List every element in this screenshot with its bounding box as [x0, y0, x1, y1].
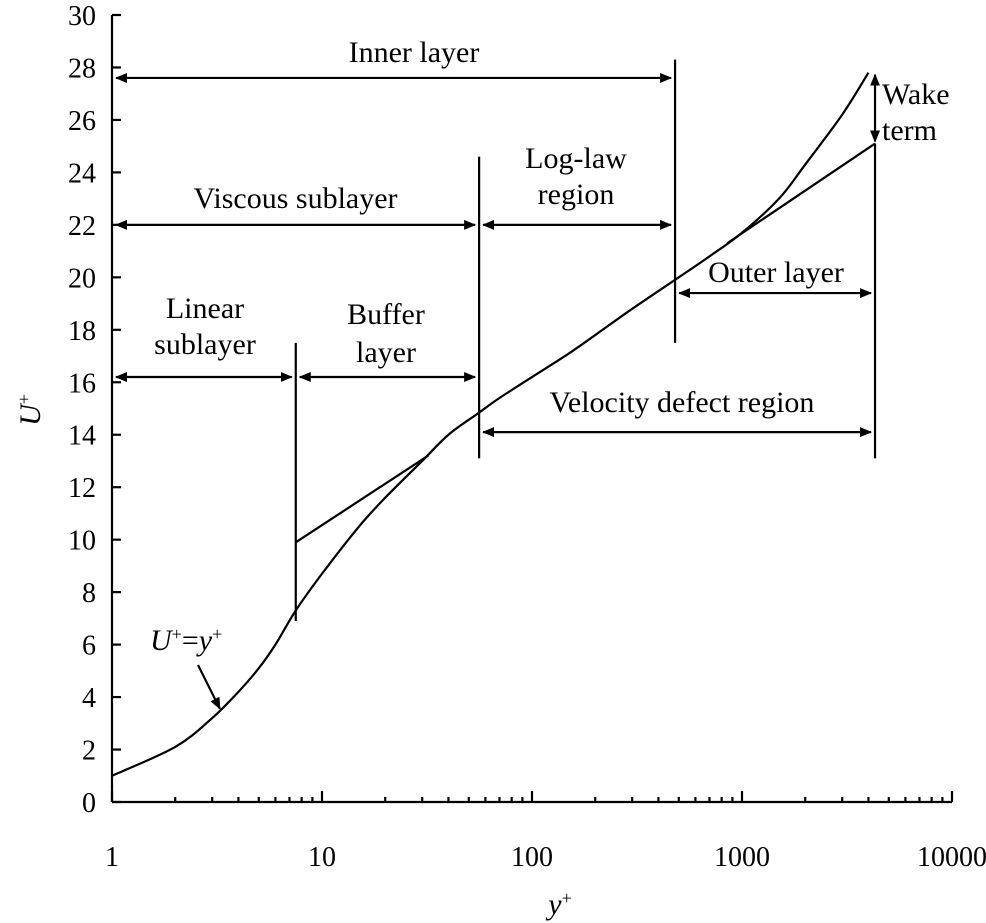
inner-layer-label: Inner layer — [349, 36, 480, 69]
y-tick-label: 28 — [68, 53, 96, 84]
viscous-sublayer-label: Viscous sublayer — [194, 182, 398, 215]
log-law-region-label-line2: region — [538, 178, 615, 211]
x-tick-label: 1000 — [714, 842, 770, 873]
region-arrows — [115, 72, 881, 438]
y-tick-label: 26 — [68, 106, 96, 137]
series-line-velocity-profile — [111, 72, 870, 777]
curve-equation-annotation: U+=y+ — [150, 624, 222, 710]
x-tick-label: 100 — [511, 842, 553, 873]
y-tick-label: 2 — [82, 736, 96, 767]
x-tick-label: 10000 — [917, 842, 986, 873]
region-dividers — [294, 59, 877, 621]
curve-equation-label: U+=y+ — [150, 624, 222, 657]
x-axis-ticks: 1 10 100 1000 10000 — [105, 791, 986, 873]
velocity-defect-region-label: Velocity defect region — [550, 386, 815, 419]
curve-equation-arrow — [197, 664, 221, 710]
y-tick-label: 6 — [82, 631, 96, 662]
linear-sublayer-label-line1: Linear — [166, 292, 244, 325]
y-tick-label: 4 — [82, 683, 96, 714]
region-labels: Inner layer Viscous sublayer Log-law reg… — [154, 36, 949, 419]
x-tick-label: 1 — [105, 842, 119, 873]
y-tick-label: 16 — [68, 368, 96, 399]
outer-layer-label: Outer layer — [708, 256, 844, 289]
y-tick-label: 14 — [68, 421, 96, 452]
y-axis-title: U+ — [14, 394, 47, 426]
y-tick-label: 30 — [68, 1, 96, 32]
series-group — [111, 72, 876, 777]
y-tick-label: 18 — [68, 316, 96, 347]
series-line-log-law-line-inner — [295, 454, 429, 544]
buffer-layer-label-line1: Buffer — [347, 298, 425, 331]
y-tick-label: 20 — [68, 263, 96, 294]
y-tick-label: 12 — [68, 473, 96, 504]
x-axis-title: y+ — [545, 888, 571, 921]
wake-term-label-line1: Wake — [882, 78, 950, 111]
series-line-log-law-line-outer — [726, 142, 876, 245]
y-tick-label: 0 — [82, 788, 96, 819]
log-law-region-label-line1: Log-law — [525, 142, 627, 175]
y-tick-label: 8 — [82, 578, 96, 609]
y-tick-label: 22 — [68, 211, 96, 242]
y-tick-label: 24 — [68, 158, 96, 189]
wake-term-label-line2: term — [882, 114, 937, 147]
y-tick-label: 10 — [68, 526, 96, 557]
linear-sublayer-label-line2: sublayer — [154, 328, 256, 361]
x-tick-label: 10 — [308, 842, 336, 873]
buffer-layer-label-line2: layer — [356, 336, 416, 369]
